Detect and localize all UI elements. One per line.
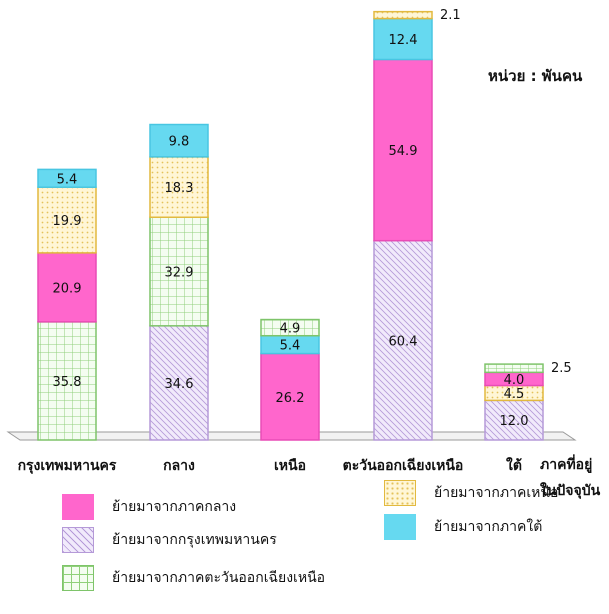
bar-3-ย้ายมาจากกรุงเทพมหานคร bbox=[373, 239, 433, 441]
category-label-4: ใต้ bbox=[506, 456, 522, 474]
category-label-0: กรุงเทพมหานคร bbox=[18, 458, 117, 474]
data-label-0-ย้ายมาจากภาคตะวันออกเฉียงเหนือ: 35.8 bbox=[53, 375, 82, 390]
legend-label: ย้ายมาจากกรุงเทพมหานคร bbox=[112, 532, 277, 548]
data-label-4-ย้ายมาจากภาคเหนือ: 4.5 bbox=[504, 387, 525, 402]
bar-3-ย้ายมาจากภาคใต้ bbox=[373, 17, 433, 61]
legend-swatch bbox=[62, 494, 94, 520]
legend-swatch bbox=[62, 527, 94, 553]
data-label-1-ย้ายมาจากภาคเหนือ: 18.3 bbox=[165, 181, 194, 196]
data-label-2-ย้ายมาจากภาคตะวันออกเฉียงเหนือ: 4.9 bbox=[280, 322, 301, 337]
data-label-0-ย้ายมาจากภาคใต้: 5.4 bbox=[57, 172, 78, 187]
legend-item: ย้ายมาจากภาคใต้ bbox=[384, 514, 542, 540]
bar-4-ย้ายมาจากภาคตะวันออกเฉียงเหนือ bbox=[484, 363, 544, 374]
data-label-2-ย้ายมาจากภาคใต้: 5.4 bbox=[280, 339, 301, 354]
legend-item: ย้ายมาจากกรุงเทพมหานคร bbox=[62, 527, 277, 553]
legend-item: ย้ายมาจากภาคกลาง bbox=[62, 494, 236, 520]
data-label-3-ย้ายมาจากภาคกลาง: 54.9 bbox=[389, 144, 418, 159]
category-label-3: ตะวันออกเฉียงเหนือ bbox=[343, 458, 464, 474]
data-label-0-ย้ายมาจากภาคกลาง: 20.9 bbox=[53, 281, 82, 296]
bar-0-ย้ายมาจากภาคตะวันออกเฉียงเหนือ bbox=[37, 321, 97, 441]
legend-label: ย้ายมาจากภาคเหนือ bbox=[434, 485, 559, 501]
unit-label: หน่วย : พันคน bbox=[488, 67, 583, 85]
data-label-1-ย้ายมาจากภาคตะวันออกเฉียงเหนือ: 32.9 bbox=[165, 266, 194, 281]
category-label-1: กลาง bbox=[163, 458, 195, 474]
legend-item: ย้ายมาจากภาคเหนือ bbox=[384, 480, 558, 506]
legend-swatch bbox=[62, 565, 94, 591]
data-label-2-ย้ายมาจากภาคกลาง: 26.2 bbox=[276, 391, 305, 406]
legend-label: ย้ายมาจากภาคใต้ bbox=[434, 519, 543, 535]
bar-1-ย้ายมาจากภาคตะวันออกเฉียงเหนือ bbox=[149, 216, 209, 327]
bar-1-ย้ายมาจากภาคเหนือ bbox=[149, 156, 209, 218]
data-label-3-ย้ายมาจากภาคเหนือ: 2.1 bbox=[440, 8, 461, 23]
category-label-2: เหนือ bbox=[274, 458, 306, 474]
legend-item: ย้ายมาจากภาคตะวันออกเฉียงเหนือ bbox=[62, 565, 325, 591]
data-label-3-ย้ายมาจากภาคใต้: 12.4 bbox=[389, 33, 418, 48]
legend-swatch bbox=[384, 514, 416, 540]
legend-label: ย้ายมาจากภาคตะวันออกเฉียงเหนือ bbox=[112, 570, 326, 586]
legend-label: ย้ายมาจากภาคกลาง bbox=[112, 499, 237, 515]
data-label-3-ย้ายมาจากกรุงเทพมหานคร: 60.4 bbox=[389, 334, 418, 349]
bar-3-ย้ายมาจากภาคกลาง bbox=[373, 58, 433, 242]
bar-2-ย้ายมาจากภาคกลาง bbox=[260, 352, 320, 441]
bar-0-ย้ายมาจากภาคเหนือ bbox=[37, 186, 97, 254]
bar-0-ย้ายมาจากภาคกลาง bbox=[37, 252, 97, 323]
bar-3-ย้ายมาจากภาคเหนือ bbox=[373, 10, 433, 20]
data-label-0-ย้ายมาจากภาคเหนือ: 19.9 bbox=[53, 214, 82, 229]
data-label-4-ย้ายมาจากภาคกลาง: 4.0 bbox=[504, 373, 525, 388]
bar-1-ย้ายมาจากภาคใต้ bbox=[149, 123, 209, 158]
x-axis-label: ภาคที่อยู่ ในปัจจุบัน bbox=[540, 457, 601, 499]
data-label-1-ย้ายมาจากกรุงเทพมหานคร: 34.6 bbox=[165, 377, 194, 392]
data-label-4-ย้ายมาจากกรุงเทพมหานคร: 12.0 bbox=[500, 414, 529, 429]
data-label-1-ย้ายมาจากภาคใต้: 9.8 bbox=[169, 135, 190, 150]
bar-0-ย้ายมาจากภาคใต้ bbox=[37, 168, 97, 188]
bar-2-ย้ายมาจากภาคตะวันออกเฉียงเหนือ bbox=[260, 318, 320, 337]
bar-1-ย้ายมาจากกรุงเทพมหานคร bbox=[149, 325, 209, 441]
data-label-4-ย้ายมาจากภาคตะวันออกเฉียงเหนือ: 2.5 bbox=[551, 361, 572, 376]
legend-swatch bbox=[384, 480, 416, 506]
